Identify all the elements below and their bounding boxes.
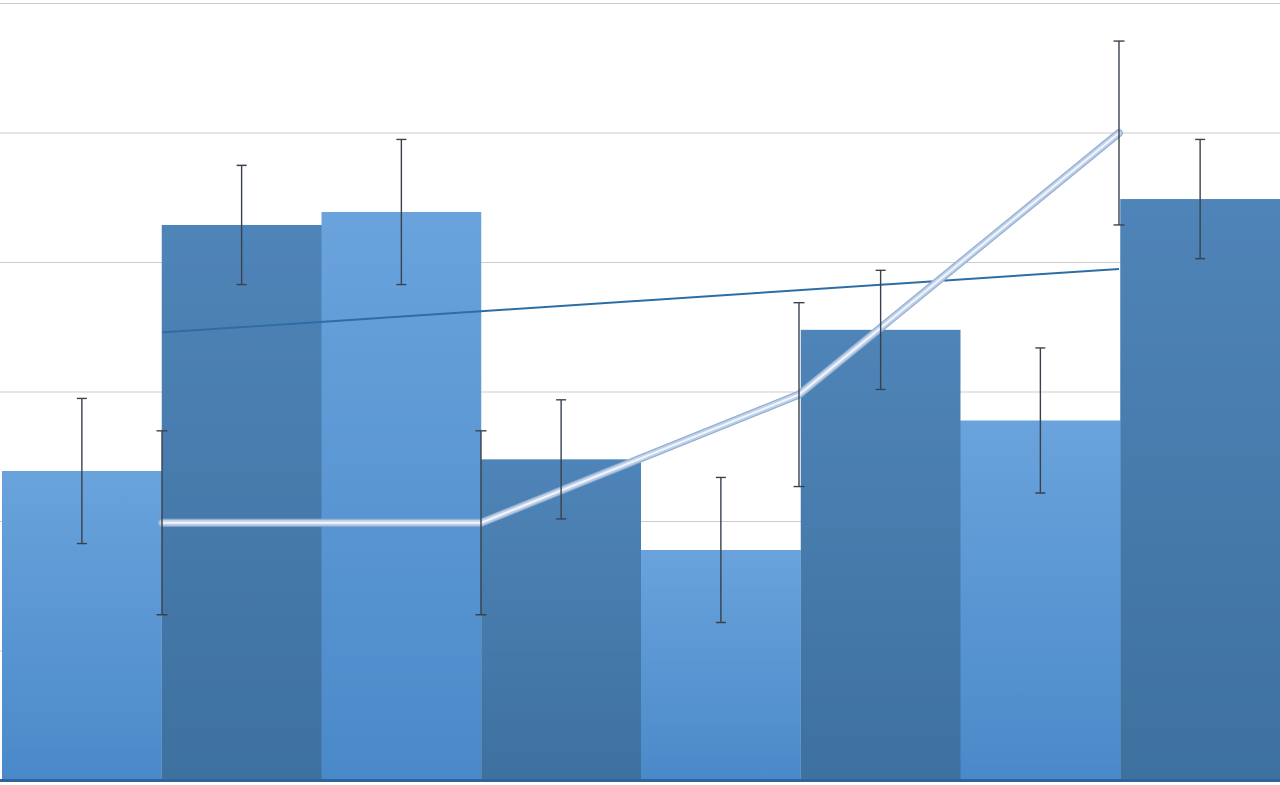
- thin-trend-line: [161, 267, 1120, 334]
- line-point-1-error-bar: [156, 430, 168, 616]
- bar-4-error-bar: [556, 399, 567, 520]
- bar-2-error-bar: [236, 164, 247, 286]
- bar-6-error-bar: [875, 269, 886, 391]
- bar-8: [1120, 199, 1280, 781]
- line-point-2-error-bar: [475, 430, 487, 616]
- bar-5-error-bar: [715, 476, 726, 624]
- bar-3-error-bar: [396, 138, 407, 286]
- bar-3: [321, 211, 482, 781]
- bar-7-error-bar: [1035, 347, 1046, 494]
- line-point-4-error-bar: [1113, 40, 1125, 226]
- bar-6: [800, 329, 961, 781]
- line-point-3-error-bar: [793, 301, 805, 488]
- bar-8-error-bar: [1195, 138, 1206, 260]
- bar-1-error-bar: [76, 397, 87, 545]
- bar-2: [161, 224, 322, 781]
- thick-line-layer-3: [161, 132, 1120, 524]
